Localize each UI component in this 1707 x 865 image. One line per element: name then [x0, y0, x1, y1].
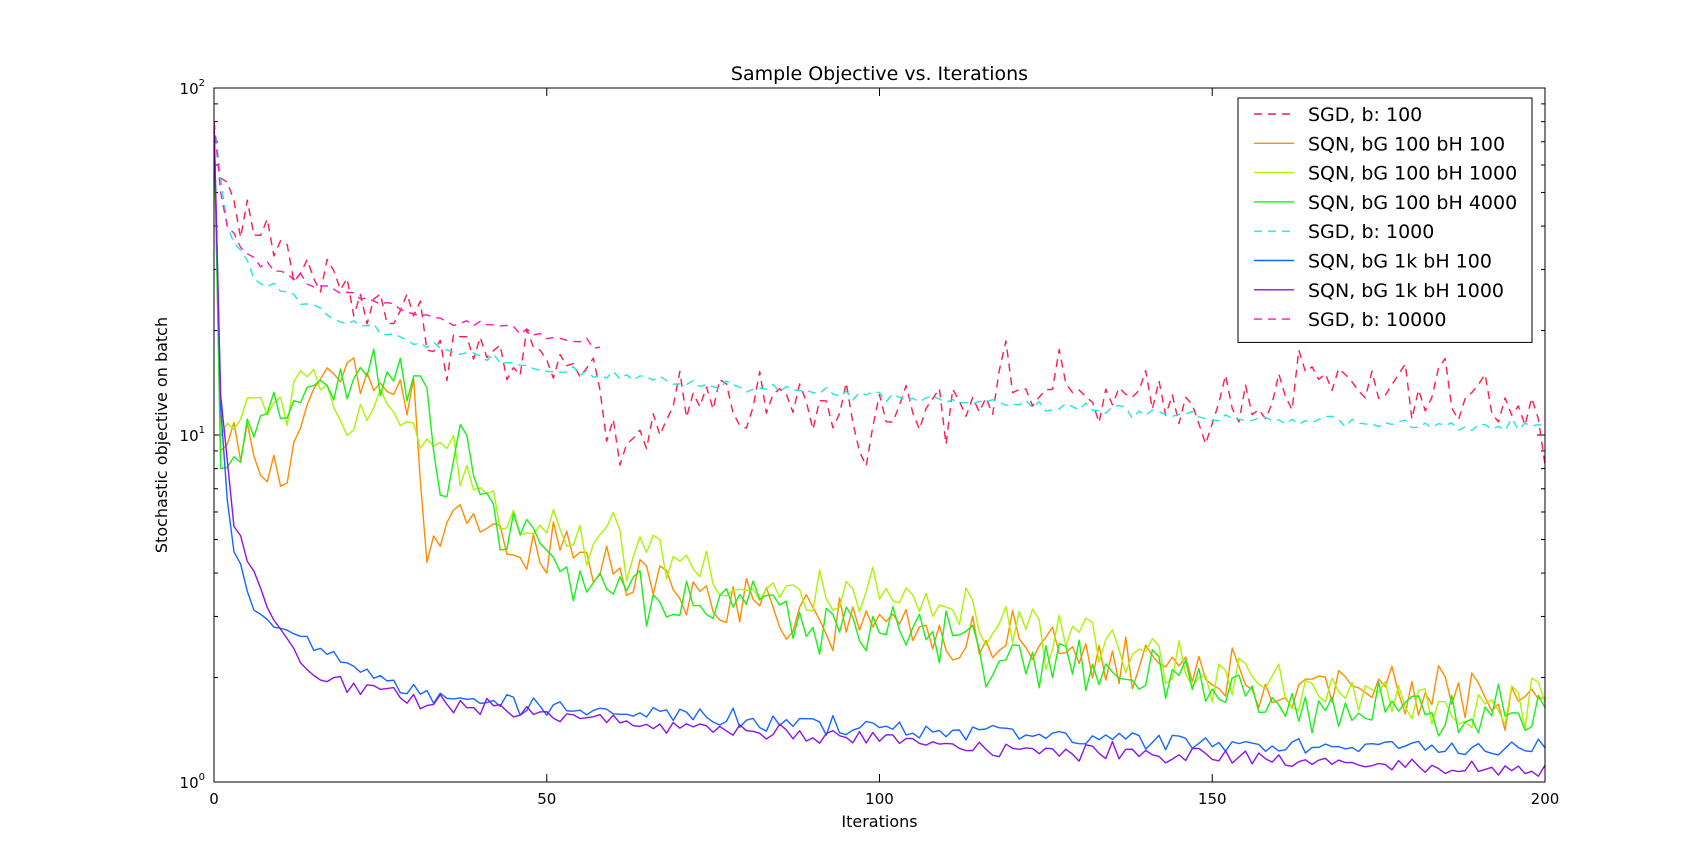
series-lines [214, 121, 1545, 777]
series-line [214, 121, 1545, 731]
legend-box [1237, 97, 1533, 343]
plot-frame [213, 87, 1546, 783]
legend-label: SQN, bG 1k bH 1000 [1308, 280, 1504, 302]
axis-ticks: 0 50 100 150 200 100 101 102 [180, 78, 1560, 808]
legend-label: SGD, b: 10000 [1308, 309, 1446, 331]
series-line [214, 121, 1545, 467]
series-line [214, 121, 1545, 756]
legend-label: SQN, bG 100 bH 4000 [1308, 192, 1517, 214]
series-line [214, 121, 1545, 730]
series-line [214, 121, 1545, 777]
x-tick-label: 50 [537, 790, 556, 808]
legend-label: SQN, bG 100 bH 1000 [1308, 163, 1517, 185]
series-line [214, 121, 601, 350]
legend-label: SGD, b: 1000 [1308, 221, 1434, 243]
legend-label: SGD, b: 100 [1308, 104, 1422, 126]
y-axis-label: Stochastic objective on batch [152, 317, 171, 553]
x-tick-label: 200 [1531, 790, 1560, 808]
legend-label: SQN, bG 1k bH 100 [1308, 251, 1492, 273]
legend-label: SQN, bG 100 bH 100 [1308, 133, 1505, 155]
x-tick-label: 0 [209, 790, 219, 808]
series-line [214, 121, 1545, 737]
series-line [214, 121, 1545, 432]
x-tick-label: 150 [1198, 790, 1227, 808]
chart-title: Sample Objective vs. Iterations [731, 63, 1028, 85]
y-tick-label: 100 [180, 772, 205, 792]
x-axis-label: Iterations [841, 812, 917, 831]
x-tick-label: 100 [865, 790, 894, 808]
y-tick-label: 102 [180, 78, 205, 98]
legend: SGD, b: 100 SQN, bG 100 bH 100 SQN, bG 100… [1237, 97, 1533, 343]
y-tick-label: 101 [180, 425, 205, 445]
